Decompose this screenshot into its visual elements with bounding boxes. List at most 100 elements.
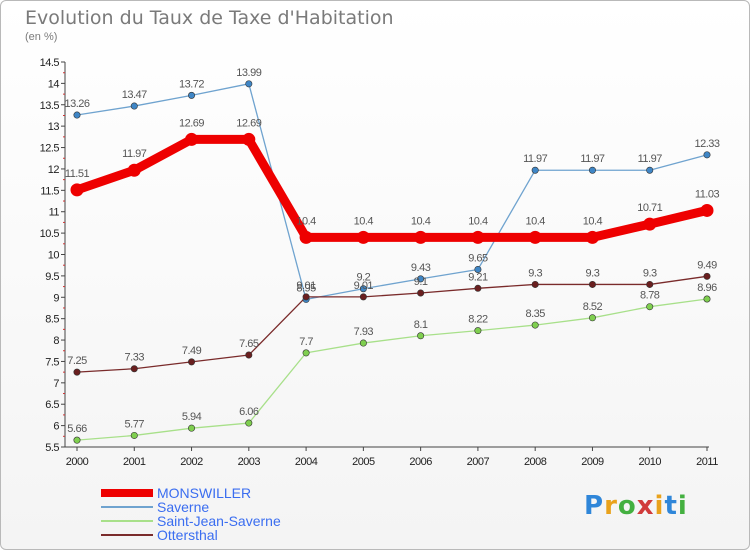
legend-swatch (101, 489, 153, 497)
y-tick-label: 6.5 (45, 399, 59, 411)
data-label: 13.26 (64, 98, 89, 110)
data-point (359, 293, 367, 301)
data-label: 9.1 (414, 276, 428, 288)
data-point (643, 217, 657, 231)
data-label: 8.1 (414, 319, 428, 331)
data-label: 9.49 (697, 259, 717, 271)
y-tick-label: 11 (49, 207, 60, 219)
legend-item: Saint-Jean-Saverne (101, 514, 281, 528)
legend-label: Ottersthal (157, 527, 218, 543)
series-line-saint-jean-saverne (76, 298, 708, 441)
data-point (130, 102, 138, 110)
data-point (73, 368, 81, 376)
data-label: 11.51 (65, 168, 90, 180)
x-tick-label: 2005 (352, 456, 375, 468)
y-tick-label: 5.5 (45, 442, 59, 454)
data-label: 9.65 (468, 252, 488, 264)
y-tick-label: 9.5 (45, 271, 59, 283)
data-label: 8.22 (468, 314, 488, 326)
data-point (73, 436, 81, 444)
data-point (130, 431, 138, 439)
y-tick-label: 14 (48, 78, 60, 90)
legend-swatch (101, 506, 153, 508)
data-point (417, 332, 425, 340)
data-label: 13.72 (179, 78, 204, 90)
data-point (417, 289, 425, 297)
data-point (70, 183, 84, 197)
y-tick-label: 14.5 (40, 57, 60, 69)
data-label: 12.69 (179, 117, 204, 129)
data-point (585, 230, 599, 244)
data-point (528, 230, 542, 244)
legend-item: Ottersthal (101, 528, 281, 542)
data-point (474, 265, 482, 273)
data-label: 8.96 (697, 282, 717, 294)
data-point (703, 151, 711, 159)
y-tick-label: 7 (53, 378, 59, 390)
data-label: 10.4 (525, 215, 545, 227)
data-label: 10.4 (296, 215, 316, 227)
data-point (359, 339, 367, 347)
data-point (474, 284, 482, 292)
data-point (531, 280, 539, 288)
legend-label: MONSWILLER (157, 485, 252, 501)
x-tick-label: 2011 (696, 456, 718, 468)
data-label: 9.01 (296, 280, 316, 292)
data-point (474, 327, 482, 335)
series-line-saverne (76, 83, 708, 301)
data-point (531, 166, 539, 174)
x-tick-label: 2001 (123, 456, 146, 468)
data-label: 9.01 (354, 280, 374, 292)
y-tick-label: 12.5 (40, 143, 60, 155)
data-label: 8.35 (525, 308, 545, 320)
data-label: 11.97 (523, 153, 548, 165)
data-label: 6.06 (239, 406, 259, 418)
data-point (531, 321, 539, 329)
data-label: 5.77 (125, 418, 145, 430)
data-point (588, 166, 596, 174)
x-tick-label: 2008 (524, 456, 547, 468)
data-label: 11.97 (122, 148, 147, 160)
x-tick-label: 2002 (180, 456, 203, 468)
data-label: 7.65 (239, 338, 259, 350)
data-label: 8.78 (640, 290, 660, 302)
data-point (703, 295, 711, 303)
legend-label: Saint-Jean-Saverne (157, 513, 281, 529)
y-tick-label: 7.5 (45, 356, 59, 368)
y-tick-label: 9 (53, 292, 59, 304)
data-point (73, 111, 81, 119)
data-point (127, 163, 141, 177)
data-point (245, 351, 253, 359)
x-tick-label: 2010 (638, 456, 661, 468)
chart-subtitle: (en %) (25, 31, 58, 43)
chart-legend: MONSWILLER Saverne Saint-Jean-Saverne Otter… (101, 486, 281, 542)
series-line-ottersthal (76, 275, 708, 373)
data-label: 9.3 (643, 267, 657, 279)
legend-label: Saverne (157, 499, 210, 515)
data-label: 10.4 (411, 215, 431, 227)
data-label: 13.47 (122, 89, 147, 101)
y-tick-label: 13.5 (40, 100, 60, 112)
y-tick-label: 8.5 (45, 314, 59, 326)
data-point (359, 285, 367, 293)
y-tick-label: 10.5 (40, 228, 60, 240)
data-label: 5.66 (67, 423, 87, 435)
x-tick-label: 2006 (409, 456, 432, 468)
x-tick-label: 2007 (467, 456, 490, 468)
y-tick-label: 10 (48, 250, 60, 262)
y-tick-label: 11.5 (40, 185, 59, 197)
data-point (302, 349, 310, 357)
y-tick-label: 12 (48, 164, 60, 176)
legend-swatch (101, 534, 153, 536)
data-label: 11.03 (695, 188, 720, 200)
x-tick-label: 2004 (295, 456, 318, 468)
data-point (242, 132, 256, 146)
data-label: 7.93 (354, 326, 374, 338)
data-label: 5.94 (182, 411, 202, 423)
data-point (471, 230, 485, 244)
data-label: 10.4 (468, 215, 488, 227)
data-point (188, 424, 196, 432)
data-label: 9.3 (586, 267, 600, 279)
data-point (130, 365, 138, 373)
